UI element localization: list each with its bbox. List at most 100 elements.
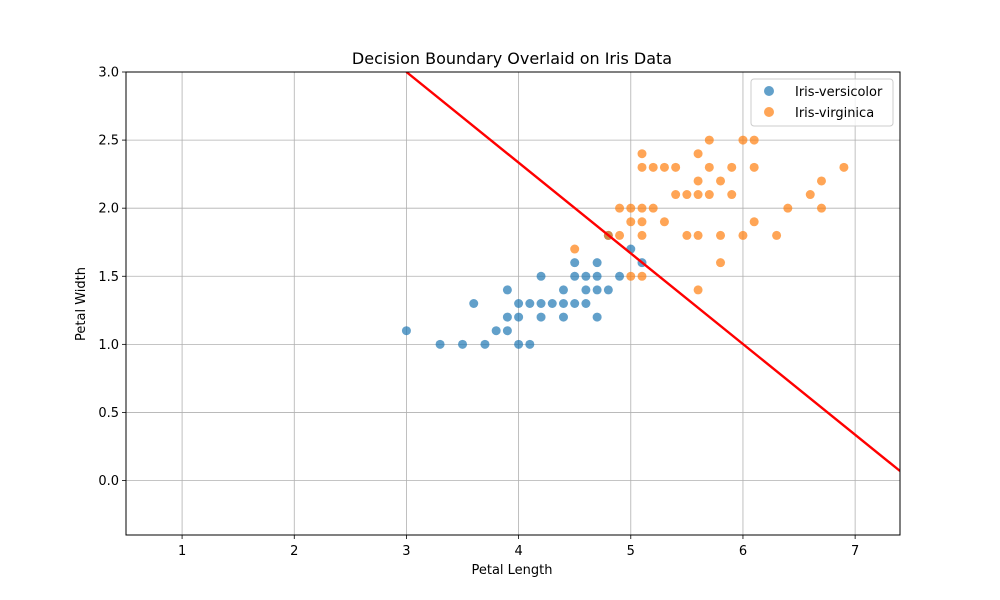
data-point [615,203,625,213]
data-point [514,339,524,349]
data-point [749,217,759,227]
y-axis-label: Petal Width [74,267,89,341]
x-tick-label: 5 [627,544,635,559]
axis-ticks: 1 2 3 4 5 6 7 0.0 0.5 1.0 1.5 2.0 2.5 3.0 [98,66,859,560]
data-point [615,271,625,281]
data-point [816,176,826,186]
data-point [458,339,468,349]
data-point [716,258,726,268]
data-point [637,271,647,281]
data-point [659,162,669,172]
data-point [704,162,714,172]
data-point [626,271,636,281]
data-point [592,271,602,281]
legend-label-virginica: Iris-virginica [795,106,874,121]
data-point [738,135,748,145]
data-point [637,162,647,172]
y-tick-label: 1.0 [98,338,119,353]
x-tick-label: 4 [514,544,522,559]
data-point [693,230,703,240]
data-point [603,285,613,295]
data-point [783,203,793,213]
data-point [615,230,625,240]
data-point [738,230,748,240]
data-point [558,285,568,295]
data-point [570,258,580,268]
x-tick-label: 6 [739,544,747,559]
data-point [514,312,524,322]
data-point [502,312,512,322]
data-point [592,258,602,268]
data-point [704,190,714,200]
data-point [637,149,647,159]
data-point [716,176,726,186]
y-tick-label: 2.5 [98,134,119,149]
chart-title: Decision Boundary Overlaid on Iris Data [352,49,672,68]
data-point [682,190,692,200]
data-point [536,271,546,281]
data-point [749,135,759,145]
data-point [682,230,692,240]
data-point [749,162,759,172]
data-point [704,135,714,145]
data-point [671,190,681,200]
legend-label-versicolor: Iris-versicolor [795,85,883,100]
data-point [547,299,557,308]
data-point [626,217,636,227]
data-point [648,203,658,213]
y-tick-label: 0.0 [98,474,119,489]
data-point [491,326,501,336]
series-virginica [570,135,849,295]
data-point [637,203,647,213]
data-point [626,203,636,213]
data-point [693,190,703,200]
data-point [401,326,411,336]
data-point [536,312,546,322]
data-point [514,299,524,308]
data-point [581,299,591,308]
data-point [502,326,512,336]
data-point [469,299,479,308]
data-point [570,244,580,254]
data-point [805,190,815,200]
data-point [648,162,658,172]
y-tick-label: 2.0 [98,202,119,217]
y-tick-label: 0.5 [98,406,119,421]
data-point [480,339,490,349]
data-point [435,339,445,349]
data-point [693,149,703,159]
x-tick-label: 3 [402,544,410,559]
data-point [727,162,737,172]
x-tick-label: 7 [851,544,859,559]
data-point [581,271,591,281]
data-point [592,312,602,322]
data-point [772,230,782,240]
data-point [592,285,602,295]
legend-box [750,78,894,127]
data-point [727,190,737,200]
legend-marker-virginica [764,107,774,117]
legend-marker-versicolor [764,86,774,96]
x-axis-label: Petal Length [471,563,552,578]
data-point [659,217,669,227]
data-point [816,203,826,213]
data-point [525,299,535,308]
plot-data [401,72,900,472]
data-point [637,217,647,227]
data-point [693,285,703,295]
y-tick-label: 3.0 [98,66,119,81]
data-point [536,299,546,308]
data-point [570,299,580,308]
x-tick-label: 1 [178,544,186,559]
data-point [502,285,512,295]
legend: Iris-versicolor Iris-virginica [750,78,894,127]
data-point [839,162,849,172]
decision-boundary-line [405,72,900,472]
y-tick-label: 1.5 [98,270,119,285]
plot-area-frame [125,71,901,536]
data-point [637,230,647,240]
x-tick-label: 2 [290,544,298,559]
data-point [716,230,726,240]
data-point [581,285,591,295]
data-point [525,339,535,349]
